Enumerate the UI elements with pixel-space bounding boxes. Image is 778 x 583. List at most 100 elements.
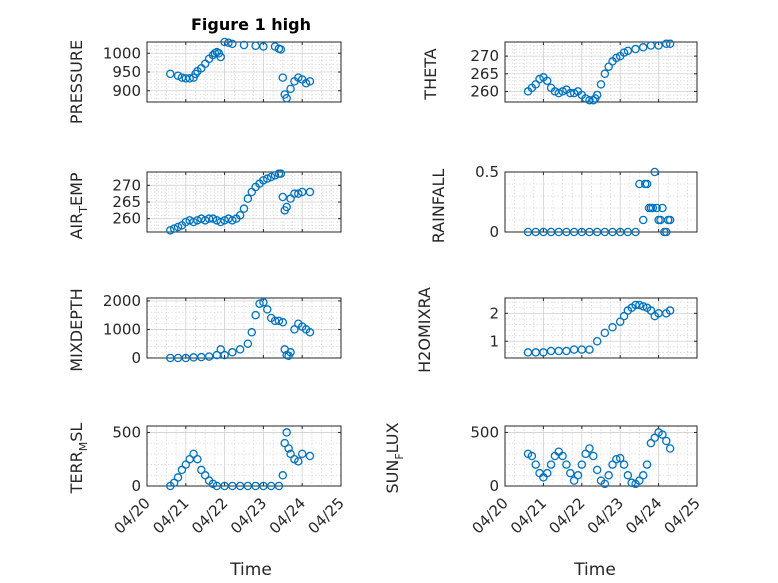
ylabel-theta: THETA — [421, 48, 440, 100]
y-tick-label: 1000 — [103, 44, 141, 62]
data-point — [631, 300, 640, 310]
data-point — [652, 203, 661, 213]
xlabel-time-left: Time — [229, 560, 272, 580]
data-point — [255, 299, 264, 308]
y-tick-label: 265 — [470, 65, 499, 83]
data-point — [554, 88, 564, 98]
y-tick-label: 2 — [489, 304, 499, 322]
data-point — [662, 39, 671, 49]
axes-box — [504, 297, 698, 359]
data-point — [259, 42, 268, 51]
data-point — [239, 40, 249, 50]
data-point — [658, 203, 667, 213]
data-point — [286, 84, 295, 94]
data-point — [581, 94, 590, 103]
data-point — [282, 202, 291, 212]
data-point — [305, 187, 315, 197]
data-point — [612, 53, 621, 63]
data-point — [638, 302, 648, 311]
subplot-rainfall: RAINFALL — [429, 169, 448, 244]
data-point — [286, 348, 295, 357]
data-point — [600, 69, 610, 79]
data-point — [204, 214, 214, 223]
data-point — [305, 451, 315, 461]
xlabel-time-right: Time — [573, 560, 616, 580]
data-point — [665, 39, 675, 49]
data-point — [220, 350, 229, 360]
data-point — [619, 48, 629, 57]
data-point — [189, 217, 198, 227]
data-point — [600, 479, 610, 489]
data-point — [259, 298, 268, 307]
plot-area-rainfall: 00.5 — [475, 163, 698, 241]
data-point — [539, 348, 548, 357]
ylabel-air-temp: AIRTEMP — [67, 172, 90, 239]
data-point — [585, 444, 594, 453]
data-point — [646, 306, 656, 315]
data-point — [276, 45, 286, 54]
data-point — [654, 41, 663, 50]
data-point — [542, 468, 552, 478]
data-point — [216, 345, 225, 354]
data-point — [569, 88, 579, 98]
data-point — [562, 460, 571, 469]
ylabel-terr-msl: TERRMSL — [67, 423, 90, 495]
x-tick-label: 04/21 — [507, 494, 550, 537]
data-point — [263, 305, 272, 314]
data-point — [631, 227, 640, 237]
data-point — [600, 328, 610, 338]
data-point — [297, 449, 307, 459]
ylabel-rainfall: RAINFALL — [429, 169, 448, 244]
data-point — [197, 465, 206, 475]
data-point — [216, 217, 225, 227]
data-point — [592, 465, 602, 475]
data-point — [535, 74, 544, 84]
data-point — [558, 87, 567, 96]
subplot-terr-msl: TERRMSL Time — [67, 423, 272, 580]
figure-title: Figure 1 high — [191, 15, 311, 34]
data-point — [263, 174, 272, 183]
subplot-mixdepth: MIXDEPTH — [67, 288, 86, 371]
x-tick-label: 04/25 — [305, 494, 348, 537]
data-point — [615, 317, 625, 326]
x-tick-label: 04/21 — [149, 494, 192, 537]
data-point — [642, 460, 652, 469]
x-tick-label: 04/23 — [584, 494, 627, 537]
data-point — [247, 328, 257, 337]
y-tick-label: 1 — [489, 332, 499, 350]
y-tick-label: 265 — [112, 193, 141, 211]
data-point — [615, 453, 625, 463]
data-point — [290, 325, 299, 334]
data-point — [619, 460, 629, 469]
x-tick-label: 04/20 — [469, 494, 512, 537]
data-point — [228, 216, 237, 225]
data-point — [282, 94, 291, 103]
plot-area-mixdepth: 0 1000 2000 — [103, 292, 342, 367]
axes-background — [147, 426, 341, 486]
data-point — [305, 77, 315, 86]
data-point — [228, 348, 237, 357]
data-point — [592, 90, 602, 100]
data-point — [546, 460, 556, 469]
data-point — [592, 337, 602, 346]
data-point — [239, 204, 249, 213]
data-point — [294, 189, 303, 198]
data-point — [573, 471, 583, 480]
data-point — [665, 215, 675, 225]
data-point — [259, 176, 268, 185]
data-point — [235, 345, 245, 354]
data-point — [169, 478, 179, 488]
data-point — [216, 52, 225, 62]
data-point — [290, 189, 299, 198]
x-tick-label: 04/24 — [622, 494, 665, 537]
y-tick-label: 0.5 — [475, 163, 499, 181]
data-point — [662, 227, 671, 237]
y-tick-label: 270 — [470, 47, 499, 65]
data-point — [251, 310, 260, 320]
subplot-theta: THETA — [421, 48, 440, 100]
data-point — [220, 37, 229, 47]
